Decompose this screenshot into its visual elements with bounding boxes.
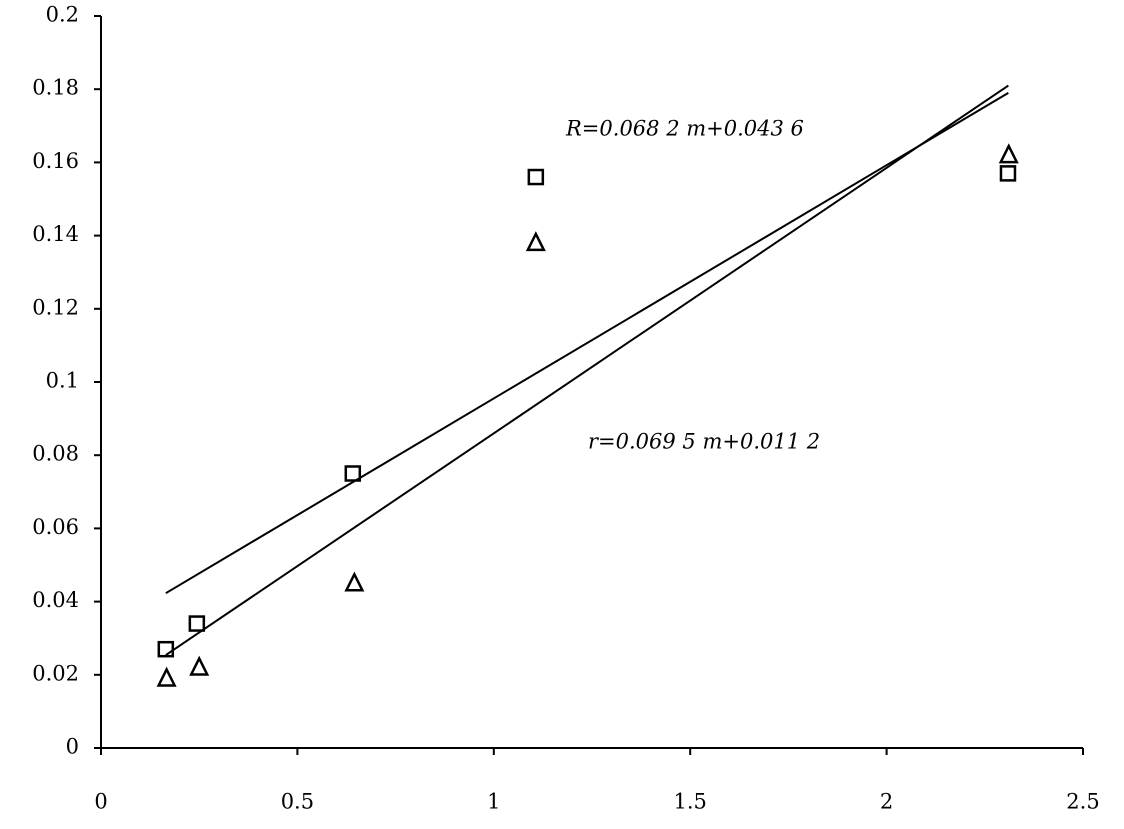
trend-line <box>165 84 1009 656</box>
y-tick-label: 0.16 <box>32 149 79 173</box>
square-marker <box>527 168 545 186</box>
square-marker <box>188 615 206 632</box>
x-tick-label: 1 <box>487 790 500 814</box>
triangle-marker <box>998 143 1019 164</box>
triangle-marker <box>344 571 365 592</box>
y-tick-label: 0.12 <box>32 295 79 319</box>
x-tick-label: 0 <box>94 790 107 814</box>
square-marker <box>999 165 1017 182</box>
y-tick-label: 0.04 <box>32 588 79 612</box>
triangle-marker <box>525 231 546 252</box>
y-tick-label: 0.2 <box>46 3 79 27</box>
x-tick-label: 1.5 <box>673 790 706 814</box>
y-tick-label: 0 <box>66 735 79 759</box>
annotation: r=0.069 5 m+0.011 2 <box>588 430 820 454</box>
triangle-marker <box>189 655 210 676</box>
triangle-marker <box>156 666 177 687</box>
square-marker <box>344 465 362 482</box>
x-tick-label: 0.5 <box>281 790 314 814</box>
y-tick-label: 0.02 <box>32 661 79 685</box>
y-tick-label: 0.06 <box>32 515 79 539</box>
trend-line <box>165 92 1009 595</box>
annotation: R=0.068 2 m+0.043 6 <box>565 117 804 141</box>
y-tick-label: 0.18 <box>32 76 79 100</box>
y-tick-label: 0.08 <box>32 442 79 466</box>
y-tick-label: 0.14 <box>32 222 79 246</box>
y-tick-label: 0.1 <box>46 369 79 393</box>
square-marker <box>157 640 175 658</box>
x-tick-label: 2.5 <box>1066 790 1099 814</box>
x-tick-label: 2 <box>880 790 893 814</box>
